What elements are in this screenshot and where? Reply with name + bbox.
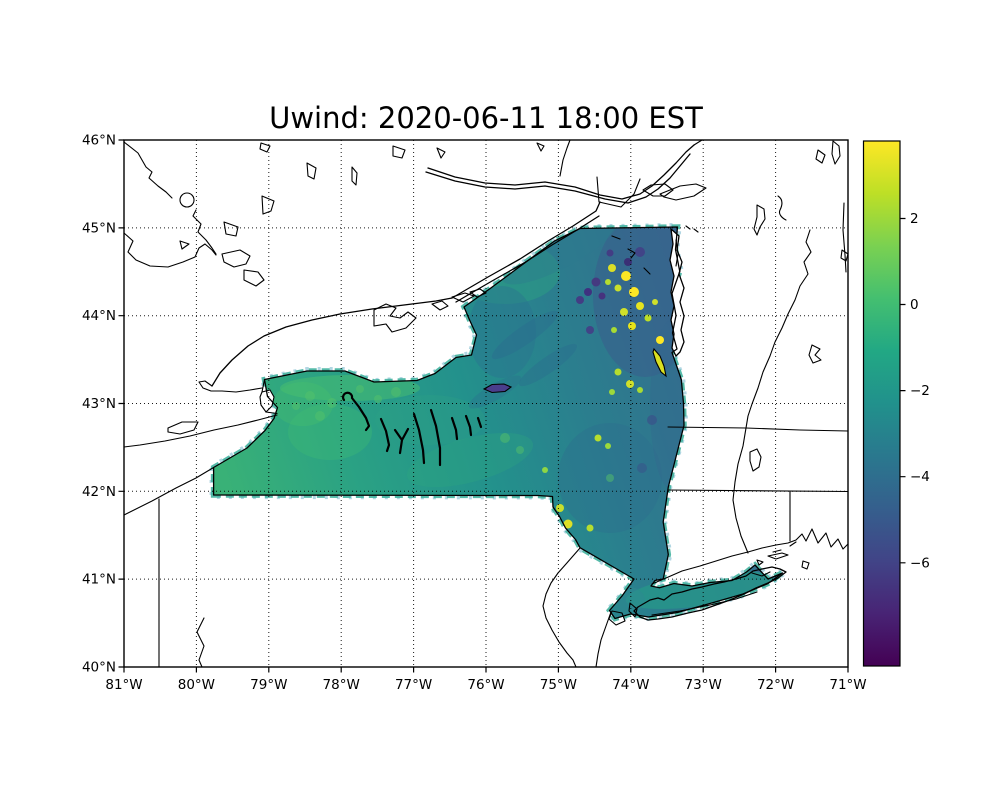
- x-tick-79w: 79°W: [250, 677, 287, 693]
- x-tick-81w: 81°W: [105, 677, 142, 693]
- colorbar-tick-neg4: −4: [910, 469, 930, 485]
- bright-specks: [542, 264, 664, 532]
- y-tick-42n: 42°N: [82, 484, 116, 500]
- y-tick-45n: 45°N: [82, 220, 116, 236]
- colorbar-tick-labels: 2 0 −2 −4 −6: [910, 211, 930, 571]
- x-tick-72w: 72°W: [757, 677, 794, 693]
- x-axis-ticks: [123, 667, 849, 673]
- y-tick-44n: 44°N: [82, 308, 116, 324]
- y-tick-46n: 46°N: [82, 133, 116, 149]
- colorbar-tick-2: 2: [910, 211, 919, 227]
- x-tick-77w: 77°W: [395, 677, 432, 693]
- coastlines-and-state-borders: [123, 139, 849, 668]
- y-tick-43n: 43°N: [82, 396, 116, 412]
- x-tick-76w: 76°W: [467, 677, 504, 693]
- y-tick-41n: 41°N: [82, 572, 116, 588]
- x-axis-tick-labels: 81°W 80°W 79°W 78°W 77°W 76°W 75°W 74°W …: [105, 677, 866, 693]
- x-tick-74w: 74°W: [612, 677, 649, 693]
- dark-specks: [576, 247, 657, 473]
- new-york-border: [212, 226, 784, 620]
- colorbar-tick-neg2: −2: [910, 383, 930, 399]
- x-tick-75w: 75°W: [540, 677, 577, 693]
- colorbar: 2 0 −2 −4 −6: [862, 140, 930, 667]
- colorbar-tick-0: 0: [910, 297, 919, 313]
- y-axis-tick-labels: 46°N 45°N 44°N 43°N 42°N 41°N 40°N: [82, 133, 116, 676]
- x-tick-73w: 73°W: [685, 677, 722, 693]
- x-tick-78w: 78°W: [323, 677, 360, 693]
- y-tick-40n: 40°N: [82, 660, 116, 676]
- lake-george: [652, 347, 667, 378]
- oneida-lake: [482, 383, 513, 394]
- lake-champlain: [669, 225, 699, 358]
- colorbar-tick-neg6: −6: [910, 555, 930, 571]
- colorbar-ticks: [900, 217, 906, 564]
- x-tick-71w: 71°W: [829, 677, 866, 693]
- adirondack-small-lakes: [611, 235, 651, 275]
- y-axis-ticks: [118, 139, 124, 668]
- figure-title: Uwind: 2020-06-11 18:00 EST: [269, 101, 703, 135]
- colorbar-gradient: [862, 140, 901, 667]
- finger-lakes: [341, 391, 483, 467]
- x-tick-80w: 80°W: [178, 677, 215, 693]
